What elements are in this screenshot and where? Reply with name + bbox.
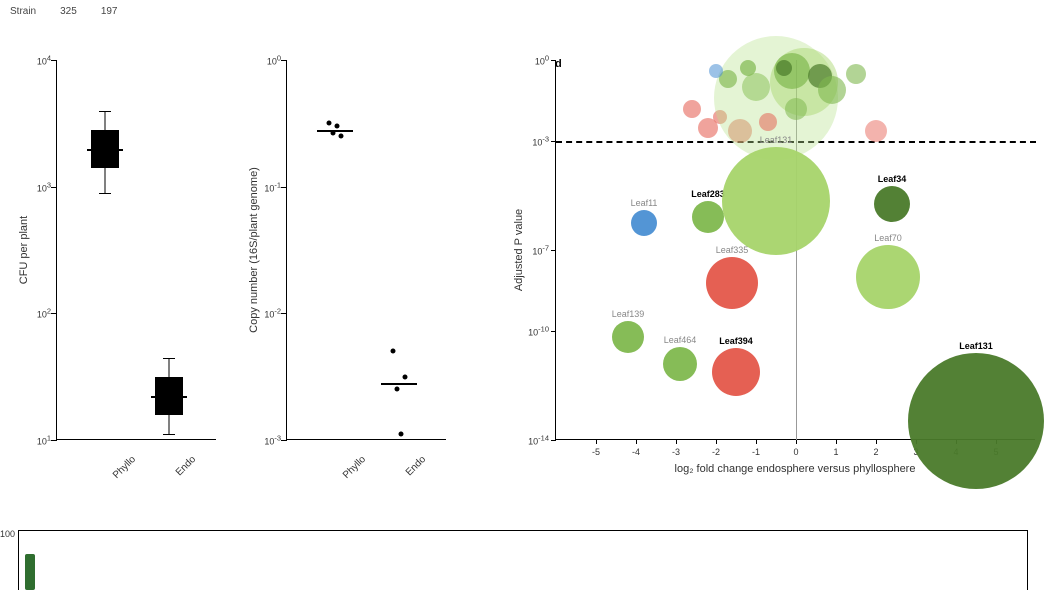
panel-b-yticklabel: 101 [37,434,51,447]
panel-b-yticklabel: 102 [37,307,51,320]
panel-c-point [327,121,332,126]
panel-d: d Adjusted P value -5-4-3-2-101234510010… [505,60,1045,490]
panel-b: CFU per plant 101102103104PhylloEndo [18,60,218,490]
panel-c-point [331,131,336,136]
panel-b-yticklabel: 104 [37,54,51,67]
volcano-point [776,60,792,76]
panel-d-yticklabel: 10-7 [532,244,549,257]
panel-c-yticklabel: 10-1 [264,180,281,193]
panel-b-plot: 101102103104PhylloEndo [56,60,216,440]
panel-b-catlabel: Phyllo [111,454,138,481]
panel-d-yticklabel: 10-14 [528,434,549,447]
panel-e: 100 [18,530,1028,590]
meta-label: Strain [10,6,36,17]
volcano-point [818,76,846,104]
volcano-point-labeled [722,147,830,255]
volcano-point-labeled [612,321,644,353]
volcano-point-label: Leaf139 [612,309,645,319]
volcano-point-label: Leaf34 [878,174,907,184]
panel-c-catlabel: Endo [404,454,428,478]
volcano-point-label: Leaf464 [664,335,697,345]
panel-e-first-bar [25,554,35,590]
panel-d-xticklabel: 0 [793,447,798,457]
panel-c-plot: 10-310-210-1100PhylloEndo [286,60,446,440]
panel-c-point [339,134,344,139]
panel-d-yticklabel: 10-10 [528,325,549,338]
panel-c-ylabel: Copy number (16S/plant genome) [248,167,260,333]
panel-d-xticklabel: 2 [873,447,878,457]
panel-d-ylabel: Adjusted P value [513,209,525,291]
strain-meta: Strain 325 197 [10,6,118,17]
volcano-point-label: Leaf11 [631,198,658,208]
panel-c-catlabel: Phyllo [341,454,368,481]
panel-d-xticklabel: 1 [833,447,838,457]
volcano-point [740,60,756,76]
panel-c-point [395,387,400,392]
panel-c-median [381,383,417,385]
panel-d-xticklabel: -5 [592,447,600,457]
panel-c-point [403,374,408,379]
volcano-point [865,120,887,142]
volcano-point-label: Leaf394 [719,336,753,346]
panel-d-xticklabel: -2 [712,447,720,457]
panel-d-xlabel: log₂ fold change endosphere versus phyll… [555,463,1035,475]
panel-c: Copy number (16S/plant genome) 10-310-21… [248,60,448,490]
panel-b-box [80,60,130,440]
volcano-point-labeled [856,245,920,309]
volcano-point [785,98,807,120]
panel-c-point [335,123,340,128]
volcano-point [846,64,866,84]
volcano-point [759,113,777,131]
panel-c-point [391,349,396,354]
meta-n1: 325 [60,6,77,17]
volcano-point-label: Leaf335 [716,245,749,255]
volcano-point-label: Leaf70 [874,233,902,243]
volcano-point-labeled [712,348,760,396]
panel-d-xticklabel: -1 [752,447,760,457]
panel-c-yticklabel: 10-2 [264,307,281,320]
volcano-point-labeled [663,347,697,381]
volcano-point-label: Leaf131 [760,135,793,145]
volcano-point-label: Leaf283 [691,189,725,199]
volcano-point-labeled [631,210,657,236]
panel-d-plot: -5-4-3-2-101234510010-310-710-1010-14Lea… [555,60,1035,440]
panel-d-xticklabel: -4 [632,447,640,457]
panel-d-yticklabel: 100 [535,54,549,67]
volcano-point [683,100,701,118]
volcano-point-labeled [692,201,724,233]
volcano-point-label: Leaf131 [959,341,993,351]
volcano-point-labeled [706,257,758,309]
panel-d-yticklabel: 10-3 [532,135,549,148]
panel-e-ytick: 100 [0,529,15,539]
panel-b-ylabel: CFU per plant [18,216,30,284]
meta-n2: 197 [101,6,118,17]
panel-c-yticklabel: 100 [267,54,281,67]
volcano-point [709,64,723,78]
panel-b-catlabel: Endo [174,454,198,478]
panel-c-point [399,431,404,436]
panel-c-yticklabel: 10-3 [264,434,281,447]
volcano-point-labeled [874,186,910,222]
panel-d-xticklabel: -3 [672,447,680,457]
panel-b-yticklabel: 103 [37,180,51,193]
panel-b-box [144,60,194,440]
